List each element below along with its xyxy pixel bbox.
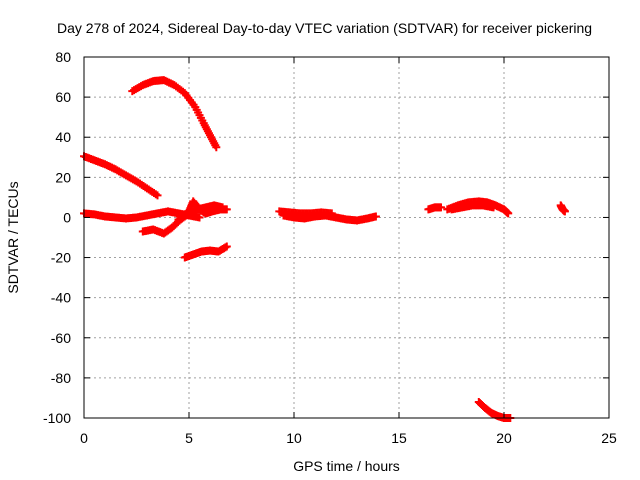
data-point [212,143,221,152]
y-tick-label: -40 [51,290,71,306]
y-tick-label: -60 [51,330,71,346]
grid-lines [84,57,609,418]
series-arc-near-zero-a [80,207,204,223]
x-tick-label: 0 [80,430,88,446]
chart-title: Day 278 of 2024, Sidereal Day-to-day VTE… [57,20,592,36]
x-tick-label: 15 [391,430,407,446]
data-point [195,213,204,222]
data-point [222,205,231,214]
data-point [437,203,445,212]
y-tick-label: -80 [51,370,71,386]
x-tick-label: 25 [601,430,617,446]
y-tick-label: 40 [55,129,71,145]
y-tick-label: 80 [55,49,71,65]
y-tick-label: 0 [63,209,71,225]
y-tick-label: -100 [43,410,71,426]
series-arc-late-c [447,201,498,214]
x-tick-label: 5 [185,430,193,446]
axis-ticks: 0 5 10 15 20 25 80 60 40 20 0 -20 -40 -60 -80 -100 [43,49,617,446]
data-points [80,76,569,422]
series-arc-negative [180,242,231,262]
y-tick-label: 20 [55,169,71,185]
data-point [560,207,569,216]
series-arc-late-a [424,203,445,214]
data-point [371,212,380,221]
y-tick-label: 60 [55,89,71,105]
series-arc-mid-b [279,211,380,225]
plot-frame [83,56,610,419]
series-arc-high [128,76,221,152]
y-axis-label: SDTVAR / TECUs [5,181,21,293]
series-arc-isolated [556,201,569,216]
data-point [504,209,513,218]
series-arc-descending [80,152,162,200]
y-tick-label: -20 [51,250,71,266]
data-point [153,191,162,200]
data-point [489,203,498,212]
data-point [222,242,231,251]
x-tick-label: 20 [496,430,512,446]
x-tick-label: 10 [286,430,302,446]
series-arc-near-zero-c [174,197,231,224]
x-axis-label: GPS time / hours [293,458,400,474]
